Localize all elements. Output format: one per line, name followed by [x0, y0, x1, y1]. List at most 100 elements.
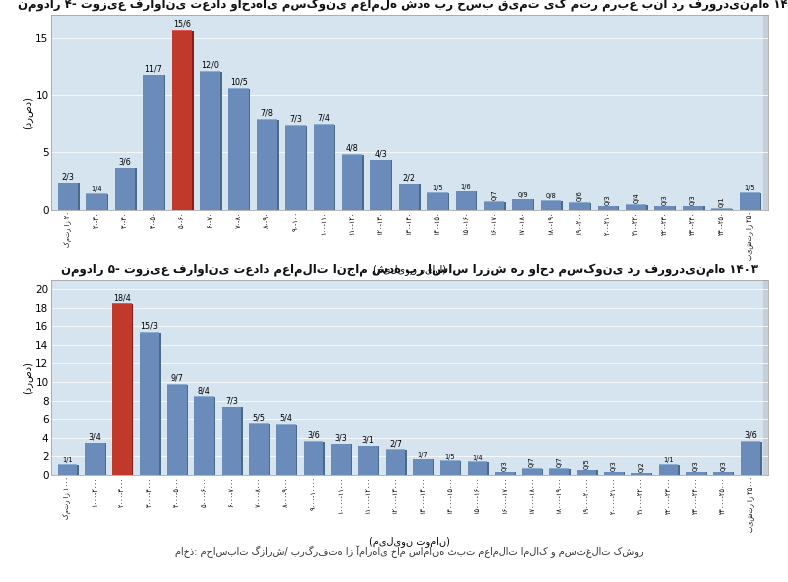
Bar	[484, 202, 504, 210]
Bar	[713, 472, 733, 475]
Text: 1/5: 1/5	[745, 185, 755, 191]
Text: 5/4: 5/4	[280, 414, 292, 423]
Bar	[221, 407, 241, 475]
Bar	[342, 155, 362, 210]
X-axis label: (میلیون ریال): (میلیون ریال)	[374, 264, 446, 275]
Bar	[549, 469, 569, 475]
Bar	[740, 191, 760, 193]
Bar	[143, 76, 164, 210]
Bar	[405, 450, 407, 475]
Text: 0/5: 0/5	[584, 458, 589, 469]
Text: 12/0: 12/0	[201, 61, 219, 70]
Text: 18/4: 18/4	[113, 293, 131, 302]
Text: 0/3: 0/3	[690, 194, 696, 205]
Bar	[229, 89, 249, 210]
Bar	[115, 168, 136, 210]
Bar	[760, 193, 761, 210]
Bar	[159, 333, 161, 475]
X-axis label: (میلیون تومان): (میلیون تومان)	[370, 537, 450, 548]
Text: 3/6: 3/6	[744, 431, 757, 439]
Text: 7/8: 7/8	[261, 109, 273, 118]
Bar	[277, 120, 279, 210]
Text: 5/5: 5/5	[252, 413, 266, 422]
Bar	[659, 464, 678, 465]
Bar	[132, 304, 133, 475]
Bar	[351, 444, 352, 475]
Bar	[549, 468, 569, 469]
Bar	[167, 384, 187, 385]
Bar	[706, 472, 707, 475]
Bar	[597, 205, 618, 206]
Text: 3/4: 3/4	[88, 432, 102, 442]
Bar	[85, 443, 105, 475]
Text: 15/6: 15/6	[173, 19, 191, 29]
Text: 9/7: 9/7	[170, 374, 184, 383]
Text: 1/1: 1/1	[663, 457, 674, 463]
Bar	[618, 206, 619, 210]
Text: 15/3: 15/3	[140, 322, 158, 331]
Bar	[385, 449, 405, 450]
Bar	[533, 200, 534, 210]
Bar	[484, 201, 504, 202]
Bar	[495, 472, 515, 475]
Bar	[683, 206, 703, 210]
Text: 4/8: 4/8	[346, 143, 359, 152]
Text: 0/3: 0/3	[693, 460, 699, 471]
Bar	[58, 183, 79, 210]
Text: 8/4: 8/4	[198, 386, 210, 395]
Y-axis label: (درصد): (درصد)	[22, 361, 32, 394]
Bar	[760, 442, 762, 475]
Text: 0/3: 0/3	[611, 460, 617, 471]
Bar	[440, 460, 460, 461]
Bar	[192, 31, 194, 210]
Bar	[399, 184, 419, 210]
Bar	[200, 71, 221, 72]
Bar	[249, 424, 269, 475]
Bar	[370, 159, 391, 161]
Text: 3/3: 3/3	[334, 434, 348, 442]
Bar	[413, 459, 433, 475]
Bar	[378, 446, 379, 475]
Text: 1/1: 1/1	[62, 457, 72, 463]
Bar	[455, 190, 476, 191]
Bar	[359, 446, 378, 475]
Bar	[139, 332, 159, 333]
Text: 1/4: 1/4	[472, 455, 483, 460]
Bar	[229, 88, 249, 89]
Bar	[740, 193, 760, 210]
Bar	[569, 202, 589, 203]
Bar	[732, 208, 733, 210]
Bar	[741, 442, 760, 475]
Bar	[683, 205, 703, 206]
Bar	[675, 206, 676, 210]
Bar	[221, 72, 222, 210]
Bar	[626, 204, 646, 205]
Bar	[561, 201, 563, 210]
Bar	[495, 471, 515, 472]
Bar	[79, 183, 80, 210]
Bar	[296, 425, 297, 475]
Bar	[541, 200, 561, 201]
Text: 7/3: 7/3	[289, 115, 302, 123]
Text: 3/6: 3/6	[119, 157, 132, 166]
Bar	[569, 203, 589, 210]
Bar	[476, 191, 478, 210]
Bar	[713, 471, 733, 472]
Bar	[362, 155, 364, 210]
Bar	[370, 161, 391, 210]
Bar	[323, 442, 325, 475]
Text: 10/5: 10/5	[230, 78, 247, 87]
Bar	[654, 205, 675, 206]
Bar	[285, 126, 306, 210]
Bar	[277, 425, 296, 475]
Bar	[249, 89, 251, 210]
Bar	[577, 470, 597, 475]
Bar	[654, 206, 675, 210]
Bar	[269, 424, 270, 475]
Bar	[143, 74, 164, 76]
Bar	[285, 125, 306, 126]
Bar	[303, 442, 323, 475]
Title: نمودار ۴- توزیع فراوانی تعداد واحدهای مسکونی معامله شده بر حسب قیمت یک متر مربع : نمودار ۴- توزیع فراوانی تعداد واحدهای مس…	[18, 0, 788, 11]
Text: ماخذ: محاسبات گزارش/ برگرفته از آمارهای خام سامانه ثبت معاملات املاک و مستغلات ک: ماخذ: محاسبات گزارش/ برگرفته از آمارهای …	[176, 545, 644, 558]
Bar	[342, 154, 362, 155]
